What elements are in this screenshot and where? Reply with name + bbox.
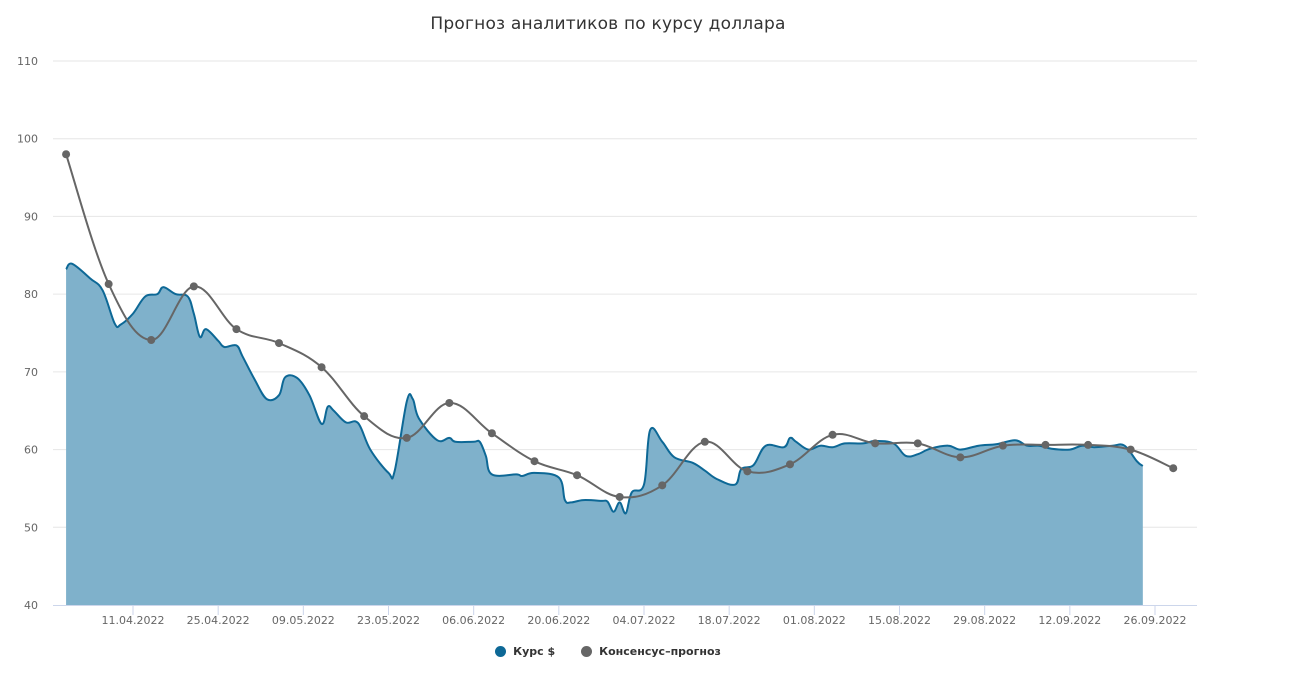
forecast-point-marker[interactable]	[743, 467, 752, 476]
forecast-point-marker[interactable]	[1169, 464, 1178, 473]
legend: Курс $ Консенсус–прогноз	[0, 645, 1216, 658]
forecast-point-marker[interactable]	[62, 150, 71, 159]
x-tick-label: 09.05.2022	[272, 614, 335, 627]
legend-marker-forecast-icon	[581, 646, 593, 657]
series-kurs-usd[interactable]	[65, 262, 1144, 605]
forecast-point-marker[interactable]	[1126, 445, 1135, 454]
forecast-point-marker[interactable]	[615, 492, 624, 501]
forecast-point-marker[interactable]	[573, 471, 582, 480]
legend-marker-kurs-icon	[495, 646, 507, 657]
forecast-point-marker[interactable]	[828, 430, 837, 439]
forecast-point-marker[interactable]	[232, 325, 241, 334]
x-axis: 11.04.2022 25.04.2022 09.05.2022 23.05.2022…	[53, 605, 1197, 627]
forecast-line	[65, 153, 1174, 499]
forecast-point-marker[interactable]	[700, 437, 709, 446]
x-tick-label: 15.08.2022	[868, 614, 931, 627]
x-tick-label: 18.07.2022	[698, 614, 761, 627]
forecast-point-marker[interactable]	[956, 453, 965, 462]
area-line	[65, 262, 1144, 515]
forecast-point-marker[interactable]	[1084, 440, 1093, 449]
x-tick-label: 26.09.2022	[1124, 614, 1187, 627]
forecast-point-marker[interactable]	[998, 441, 1007, 450]
forecast-point-marker[interactable]	[530, 457, 539, 466]
forecast-point-marker[interactable]	[871, 439, 880, 448]
forecast-point-marker[interactable]	[360, 412, 369, 421]
x-tick-label: 11.04.2022	[102, 614, 165, 627]
y-tick-label: 100	[17, 133, 38, 146]
legend-label-forecast: Консенсус–прогноз	[599, 645, 721, 658]
forecast-point-marker[interactable]	[1041, 440, 1050, 449]
forecast-point-marker[interactable]	[913, 439, 922, 448]
x-tick-label: 23.05.2022	[357, 614, 420, 627]
chart-title: Прогноз аналитиков по курсу доллара	[430, 14, 786, 34]
forecast-point-marker[interactable]	[487, 429, 496, 438]
y-tick-label: 90	[24, 210, 38, 223]
y-tick-label: 80	[24, 288, 38, 301]
area-fill	[66, 263, 1143, 605]
x-tick-label: 04.07.2022	[613, 614, 676, 627]
y-tick-label: 110	[17, 55, 38, 68]
legend-label-kurs: Курс $	[513, 645, 556, 658]
x-tick-label: 06.06.2022	[442, 614, 505, 627]
series-consensus-forecast[interactable]	[62, 150, 1178, 501]
forecast-point-marker[interactable]	[275, 339, 283, 348]
forecast-point-marker[interactable]	[402, 433, 411, 442]
y-tick-label: 70	[24, 366, 38, 379]
y-tick-label: 50	[24, 521, 38, 534]
forecast-point-marker[interactable]	[104, 280, 113, 289]
forecast-point-marker[interactable]	[445, 398, 454, 407]
x-tick-label: 25.04.2022	[187, 614, 250, 627]
legend-item-forecast[interactable]: Консенсус–прогноз	[581, 645, 721, 658]
forecast-point-marker[interactable]	[147, 335, 156, 344]
legend-item-kurs[interactable]: Курс $	[495, 645, 555, 658]
x-tick-label: 12.09.2022	[1038, 614, 1101, 627]
forecast-point-marker[interactable]	[786, 460, 794, 469]
y-tick-label: 60	[24, 444, 38, 457]
forecast-point-marker[interactable]	[189, 282, 198, 291]
forecast-point-marker[interactable]	[317, 363, 326, 372]
forecast-point-marker[interactable]	[658, 481, 667, 490]
y-axis-labels: 40 50 60 70 80 90 100 110	[17, 55, 38, 612]
y-tick-label: 40	[24, 599, 38, 612]
x-tick-label: 29.08.2022	[953, 614, 1016, 627]
x-tick-label: 20.06.2022	[527, 614, 590, 627]
x-tick-label: 01.08.2022	[783, 614, 846, 627]
